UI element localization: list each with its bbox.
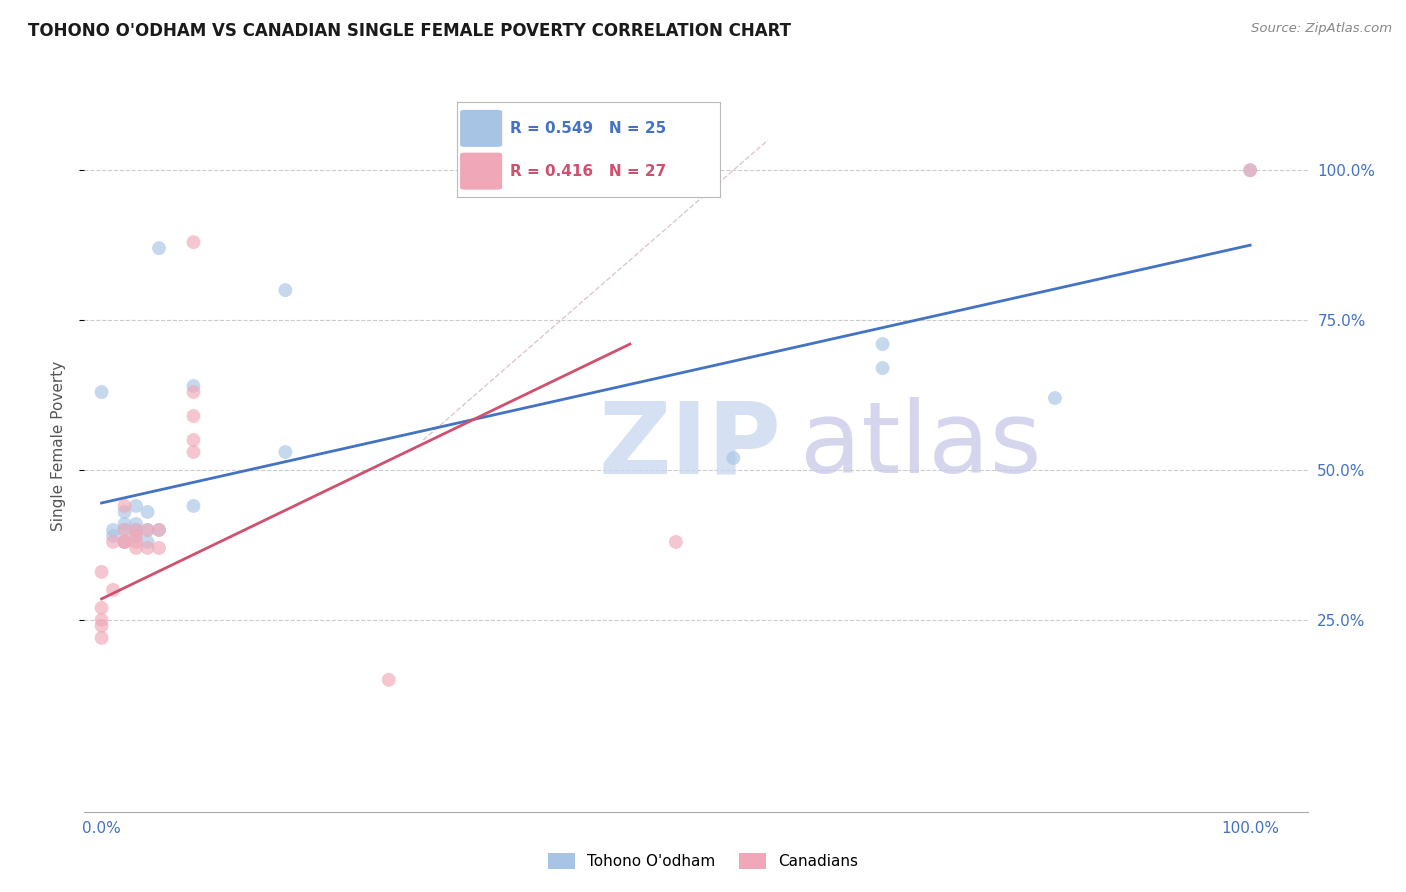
Point	[723, 450, 745, 465]
Point	[183, 499, 205, 513]
Point	[114, 535, 136, 549]
Point	[183, 385, 205, 400]
Text: atlas: atlas	[800, 398, 1042, 494]
Point	[665, 535, 688, 549]
Point	[114, 535, 136, 549]
Point	[148, 523, 170, 537]
Point	[183, 235, 205, 249]
Point	[136, 523, 159, 537]
Point	[183, 409, 205, 423]
Legend: Tohono O'odham, Canadians: Tohono O'odham, Canadians	[541, 847, 865, 875]
Point	[872, 361, 894, 376]
Text: ZIP: ZIP	[598, 398, 780, 494]
Point	[125, 541, 148, 555]
Point	[125, 535, 148, 549]
Point	[101, 582, 124, 597]
Point	[125, 516, 148, 531]
Text: TOHONO O'ODHAM VS CANADIAN SINGLE FEMALE POVERTY CORRELATION CHART: TOHONO O'ODHAM VS CANADIAN SINGLE FEMALE…	[28, 22, 792, 40]
Point	[1043, 391, 1066, 405]
Point	[136, 505, 159, 519]
Point	[90, 565, 112, 579]
Point	[114, 505, 136, 519]
Point	[1239, 163, 1261, 178]
Point	[90, 600, 112, 615]
Point	[125, 499, 148, 513]
Point	[148, 241, 170, 255]
Point	[148, 523, 170, 537]
Point	[136, 535, 159, 549]
Point	[125, 529, 148, 543]
Text: Source: ZipAtlas.com: Source: ZipAtlas.com	[1251, 22, 1392, 36]
Point	[114, 535, 136, 549]
Point	[101, 529, 124, 543]
Point	[90, 631, 112, 645]
Point	[125, 523, 148, 537]
Point	[90, 613, 112, 627]
Point	[101, 535, 124, 549]
Point	[183, 379, 205, 393]
Point	[114, 499, 136, 513]
Point	[125, 529, 148, 543]
Point	[101, 523, 124, 537]
Point	[114, 523, 136, 537]
Point	[274, 445, 297, 459]
Point	[90, 619, 112, 633]
Point	[377, 673, 399, 687]
Point	[183, 433, 205, 447]
Point	[114, 516, 136, 531]
Point	[125, 523, 148, 537]
Point	[148, 541, 170, 555]
Point	[872, 337, 894, 351]
Point	[90, 385, 112, 400]
Point	[136, 541, 159, 555]
Point	[114, 523, 136, 537]
Y-axis label: Single Female Poverty: Single Female Poverty	[51, 361, 66, 531]
Point	[274, 283, 297, 297]
Point	[1239, 163, 1261, 178]
Point	[136, 523, 159, 537]
Point	[183, 445, 205, 459]
